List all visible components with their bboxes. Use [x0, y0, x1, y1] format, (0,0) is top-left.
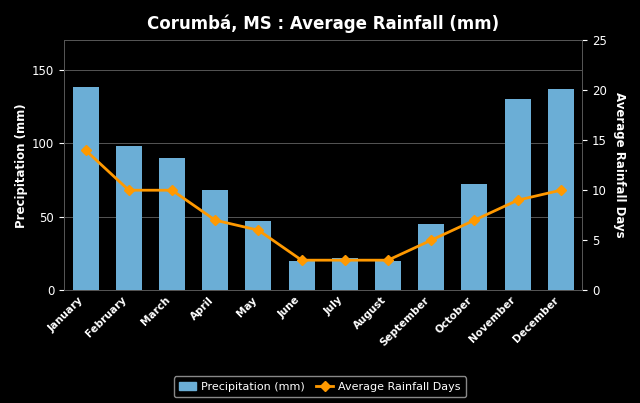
- Bar: [289, 261, 314, 290]
- Bar: [461, 184, 487, 290]
- Bar: [159, 158, 185, 290]
- Title: Corumbá, MS : Average Rainfall (mm): Corumbá, MS : Average Rainfall (mm): [147, 15, 499, 33]
- Bar: [202, 190, 228, 290]
- Bar: [246, 221, 271, 290]
- Bar: [332, 258, 358, 290]
- Bar: [375, 261, 401, 290]
- Bar: [548, 89, 573, 290]
- Bar: [504, 99, 531, 290]
- Bar: [419, 224, 444, 290]
- Y-axis label: Precipitation (mm): Precipitation (mm): [15, 103, 28, 228]
- Bar: [73, 87, 99, 290]
- Bar: [116, 146, 142, 290]
- Legend: Precipitation (mm), Average Rainfall Days: Precipitation (mm), Average Rainfall Day…: [173, 376, 467, 397]
- Y-axis label: Average Rainfall Days: Average Rainfall Days: [612, 92, 625, 238]
